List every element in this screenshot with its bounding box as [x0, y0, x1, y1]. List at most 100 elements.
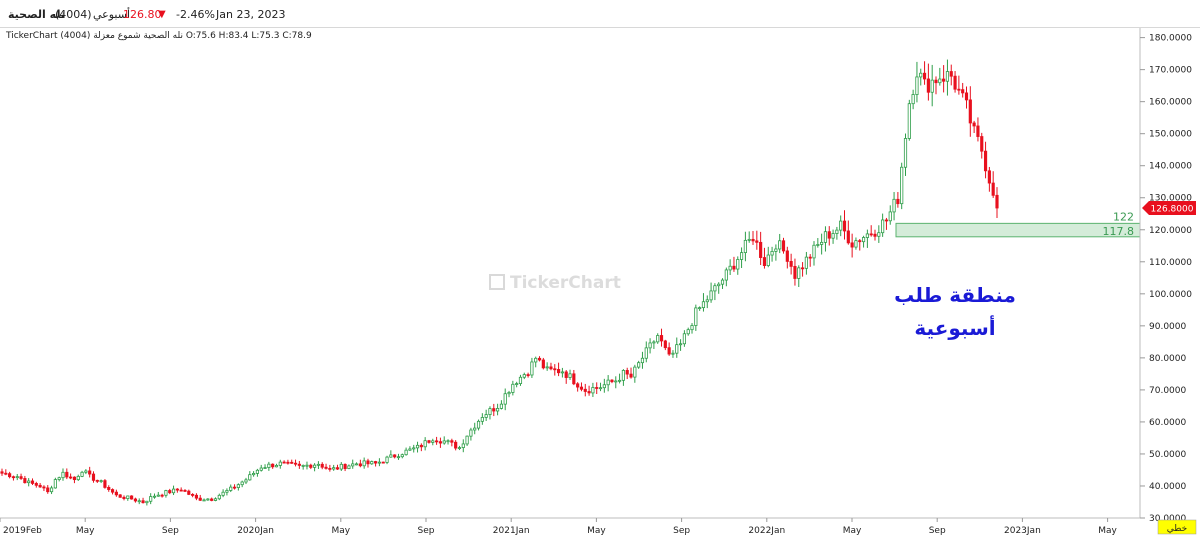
candle-body — [915, 76, 919, 95]
candle-body — [705, 299, 709, 303]
candle-body — [0, 471, 4, 474]
candle-body — [724, 269, 728, 281]
candle-body — [881, 219, 885, 234]
candle-body — [610, 379, 614, 383]
candle-body — [122, 496, 126, 499]
x-axis: 2019Feb May Sep 2020Jan May Sep 2021Jan May Sep 2… — [0, 518, 1118, 536]
candle-body — [515, 383, 519, 385]
candle-body — [152, 495, 157, 498]
x-tick-label: 2019Feb — [3, 526, 42, 536]
candle-body — [130, 495, 134, 500]
candle-body — [861, 237, 866, 243]
candle-body — [686, 329, 690, 335]
candle-body — [732, 265, 736, 270]
candle-body — [709, 290, 713, 301]
candle-body — [412, 447, 416, 450]
candle-body — [103, 480, 107, 488]
candle-body — [396, 456, 401, 459]
price-chart[interactable]: TickerChart 122 117.8 منطقة طلب أسبوعية 3… — [0, 28, 1200, 538]
candle-body — [240, 481, 244, 486]
last-price-tag: 126.8000 — [1142, 200, 1196, 215]
candle-body — [236, 484, 240, 488]
candle-body — [835, 229, 839, 234]
candle-body — [922, 72, 927, 80]
candle-body — [324, 466, 328, 469]
candle-body — [637, 362, 641, 368]
candle-body — [160, 494, 164, 497]
candle-body — [736, 259, 740, 270]
header-change-pct: -2.46% — [176, 8, 215, 21]
chart-header: نله الصحية (4004) أسبوعي 126.80 ▼ -2.46%… — [0, 0, 1200, 28]
candle-body — [778, 240, 782, 250]
candle-body — [313, 464, 317, 468]
y-tick-label: 110.0000 — [1149, 258, 1192, 268]
candle-body — [213, 498, 218, 501]
demand-zone: 122 117.8 — [895, 210, 1141, 238]
candle-body — [751, 238, 755, 242]
candle-body — [553, 368, 557, 371]
candle-body — [126, 495, 130, 499]
candle-body — [633, 366, 637, 378]
candle-body — [72, 476, 77, 481]
chart-type-toggle[interactable]: خطي — [1157, 519, 1197, 535]
candle-body — [404, 449, 408, 456]
x-tick-label: May — [843, 526, 862, 536]
candle-body — [469, 429, 473, 437]
candle-body — [374, 461, 378, 464]
candle-body — [137, 500, 141, 503]
candle-body — [267, 463, 271, 468]
candle-body — [484, 414, 488, 418]
candle-body — [110, 489, 115, 493]
candle-body — [210, 498, 214, 501]
candle-body — [595, 387, 599, 389]
y-tick-label: 90.0000 — [1149, 322, 1186, 332]
candle-body — [446, 440, 450, 443]
candle-body — [621, 370, 625, 381]
candle-body — [278, 461, 282, 466]
candle-body — [618, 379, 622, 382]
header-symbol-name[interactable]: نله الصحية — [8, 8, 65, 21]
candle-body — [747, 238, 751, 241]
x-tick-label: 2021Jan — [493, 526, 530, 536]
candle-body — [926, 78, 930, 93]
candle-body — [911, 94, 915, 105]
candle-body — [57, 477, 61, 480]
candle-body — [53, 479, 57, 489]
candle-body — [358, 463, 362, 467]
candle-body — [930, 79, 934, 93]
y-tick-label: 120.0000 — [1149, 226, 1192, 236]
header-symbol-code: (4004) — [55, 8, 92, 21]
candle-body — [91, 473, 96, 481]
y-axis: 30.0000 40.0000 50.0000 60.0000 70.0000 80.00… — [1140, 34, 1192, 524]
candle-body — [545, 366, 549, 369]
candle-body — [659, 335, 664, 342]
candle-body — [23, 478, 27, 484]
y-tick-label: 60.0000 — [1149, 418, 1186, 428]
header-period[interactable]: أسبوعي — [93, 8, 131, 21]
candle-body — [271, 463, 275, 468]
candle-body — [652, 341, 656, 344]
candle-body — [827, 231, 831, 239]
candle-body — [869, 233, 873, 236]
candle-body — [884, 219, 889, 222]
candle-body — [366, 460, 370, 465]
candle-body — [476, 420, 481, 429]
candle-body — [415, 444, 420, 449]
candle-body — [320, 463, 324, 468]
watermark-text: TickerChart — [510, 273, 621, 293]
y-tick-label: 100.0000 — [1149, 290, 1192, 300]
candle-body — [961, 89, 965, 94]
candle-body — [518, 376, 523, 384]
candle-body — [301, 464, 305, 467]
candle-body — [766, 254, 770, 266]
candle-body — [537, 357, 542, 361]
candle-body — [896, 198, 900, 205]
candle-body — [438, 441, 442, 444]
candle-body — [816, 244, 820, 246]
candle-body — [38, 484, 42, 488]
candle-body — [598, 387, 603, 390]
y-tick-label: 40.0000 — [1149, 482, 1186, 492]
candle-body — [614, 380, 618, 383]
candle-body — [675, 344, 679, 354]
candle-body — [171, 488, 176, 494]
